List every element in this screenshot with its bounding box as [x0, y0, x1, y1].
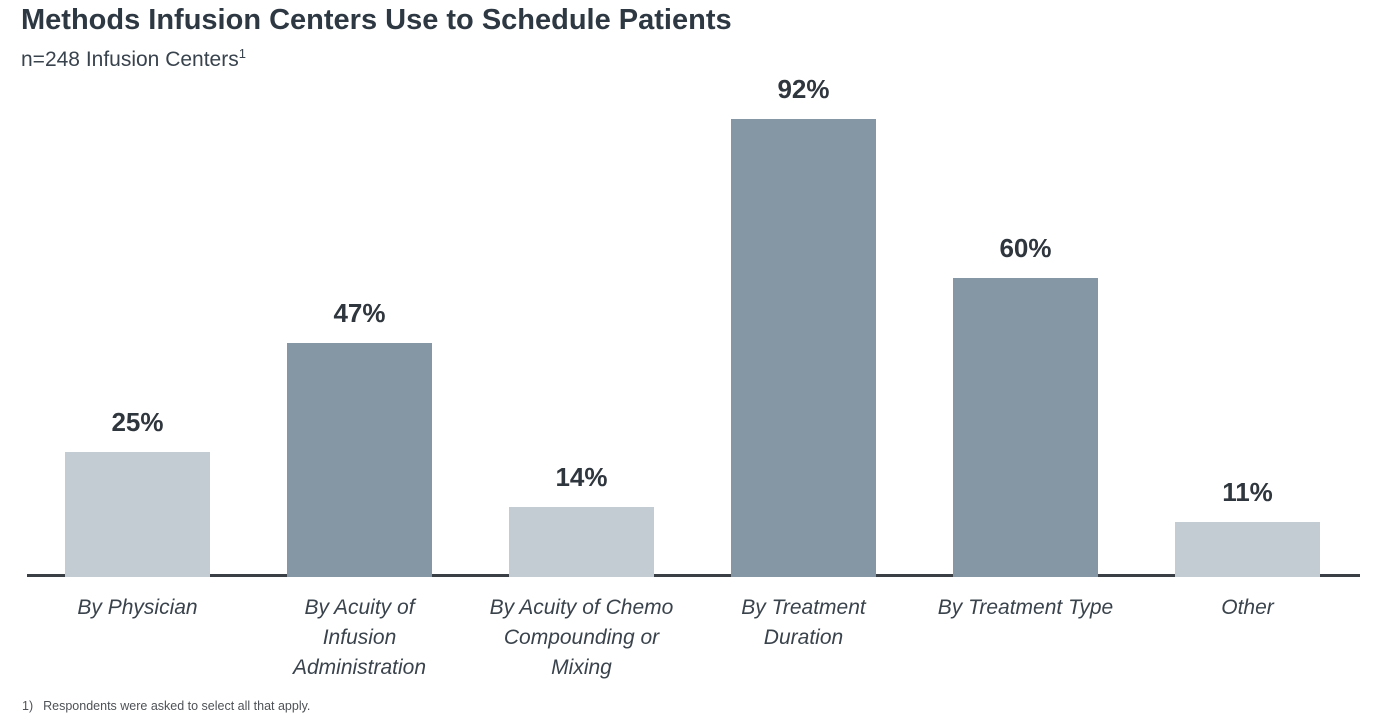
category-label-3: By Acuity of Chemo Compounding or Mixing	[489, 596, 674, 679]
category-label-4: By Treatment Duration	[741, 596, 866, 649]
bar-value-label-5: 60%	[999, 233, 1052, 263]
bar-value-label-1: 25%	[111, 407, 164, 437]
bar-1	[65, 452, 210, 577]
chart-title: Methods Infusion Centers Use to Schedule…	[21, 4, 732, 36]
bar-5	[953, 278, 1098, 577]
category-label-2: By Acuity of Infusion Administration	[292, 596, 427, 679]
bar-4	[731, 119, 876, 577]
bar-2	[287, 343, 432, 577]
chart-subtitle: n=248 Infusion Centers1	[21, 46, 246, 72]
footnote-text: Respondents were asked to select all tha…	[43, 699, 311, 713]
bar-value-label-3: 14%	[555, 462, 608, 492]
bar-6	[1175, 522, 1320, 577]
bar-value-label-6: 11%	[1222, 477, 1273, 507]
footnote-marker: 1)	[22, 699, 34, 713]
bar-value-label-4: 92%	[777, 74, 830, 104]
bar-3	[509, 507, 654, 577]
x-axis-line	[27, 574, 1360, 577]
category-label-5: By Treatment Type	[937, 596, 1114, 619]
subtitle-footnote-superscript: 1	[238, 46, 246, 61]
category-label-6: Other	[1221, 596, 1274, 619]
category-label-1: By Physician	[77, 596, 198, 619]
bar-value-label-2: 47%	[333, 298, 386, 328]
footnote: 1) Respondents were asked to select all t…	[22, 699, 310, 713]
chart-subtitle-text: n=248 Infusion Centers	[21, 48, 239, 71]
